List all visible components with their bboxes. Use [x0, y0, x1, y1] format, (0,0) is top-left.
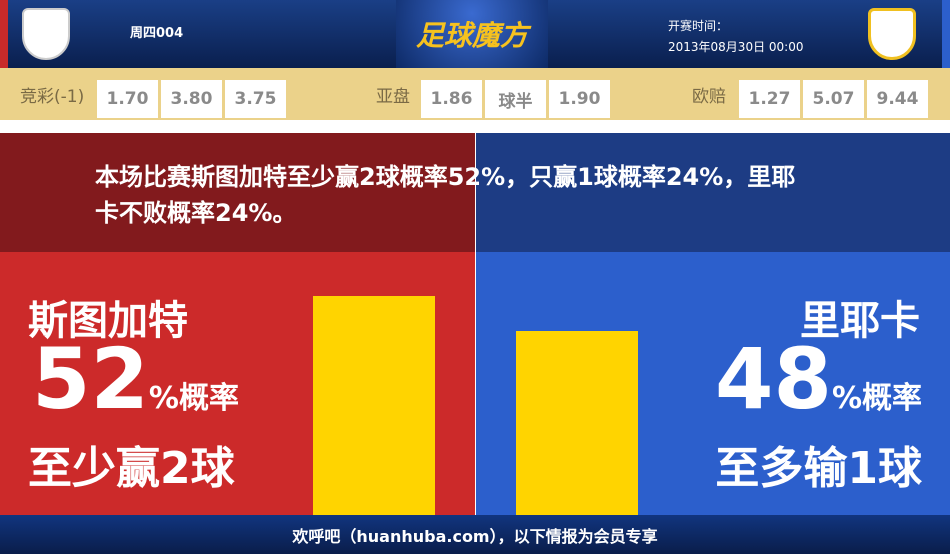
kickoff-time: 2013年08月30日 00:00	[668, 40, 804, 54]
away-desc: 至多输1球	[715, 443, 922, 494]
footer: 欢呼吧（huanhuba.com），以下情报为会员专享	[0, 515, 950, 554]
brand-logo: 足球魔方	[396, 0, 548, 68]
odds-value: 5.07	[803, 80, 864, 118]
jingcai-label: 竞彩(-1)	[20, 87, 85, 107]
away-percent-unit: %概率	[831, 381, 922, 416]
header: 周四004 足球魔方 开赛时间： 2013年08月30日 00:00	[0, 0, 950, 68]
home-team-name: 斯图加特	[28, 298, 188, 344]
home-desc: 至少赢2球	[28, 443, 235, 494]
summary-text: 本场比赛斯图加特至少赢2球概率52%，只赢1球概率24%，里耶卡不败概率24%。	[95, 163, 796, 227]
asian-label: 亚盘	[376, 87, 410, 107]
euro-label: 欧赔	[692, 87, 726, 107]
home-team-logo	[22, 8, 70, 60]
odds-value: 1.86	[421, 80, 482, 118]
home-probability-bar	[313, 296, 435, 515]
odds-value: 1.27	[739, 80, 800, 118]
home-percent-value: 52	[32, 330, 149, 428]
away-team-name: 里耶卡	[800, 298, 920, 344]
odds-value: 1.90	[549, 80, 610, 118]
summary-section: 本场比赛斯图加特至少赢2球概率52%，只赢1球概率24%，里耶卡不败概率24%。	[0, 133, 950, 252]
summary-home-bg	[0, 133, 475, 252]
summary-away-bg	[476, 133, 950, 252]
odds-value: 1.70	[97, 80, 158, 118]
home-percent: 52%概率	[32, 330, 239, 428]
away-color-strip	[942, 0, 950, 68]
kickoff-info: 开赛时间： 2013年08月30日 00:00	[668, 16, 803, 58]
match-number: 周四004	[130, 26, 184, 41]
away-percent: 48%概率	[715, 330, 922, 428]
odds-value: 3.80	[161, 80, 222, 118]
odds-value: 9.44	[867, 80, 928, 118]
home-panel: 斯图加特 52%概率 至少赢2球	[0, 252, 475, 515]
away-panel: 里耶卡 48%概率 至多输1球	[476, 252, 950, 515]
away-percent-value: 48	[715, 330, 832, 428]
odds-value: 球半	[485, 80, 546, 118]
home-percent-unit: %概率	[148, 381, 239, 416]
away-team-logo	[868, 8, 916, 60]
away-probability-bar	[516, 330, 638, 515]
kickoff-label: 开赛时间：	[668, 19, 729, 33]
home-color-strip	[0, 0, 8, 68]
odds-value: 3.75	[225, 80, 286, 118]
